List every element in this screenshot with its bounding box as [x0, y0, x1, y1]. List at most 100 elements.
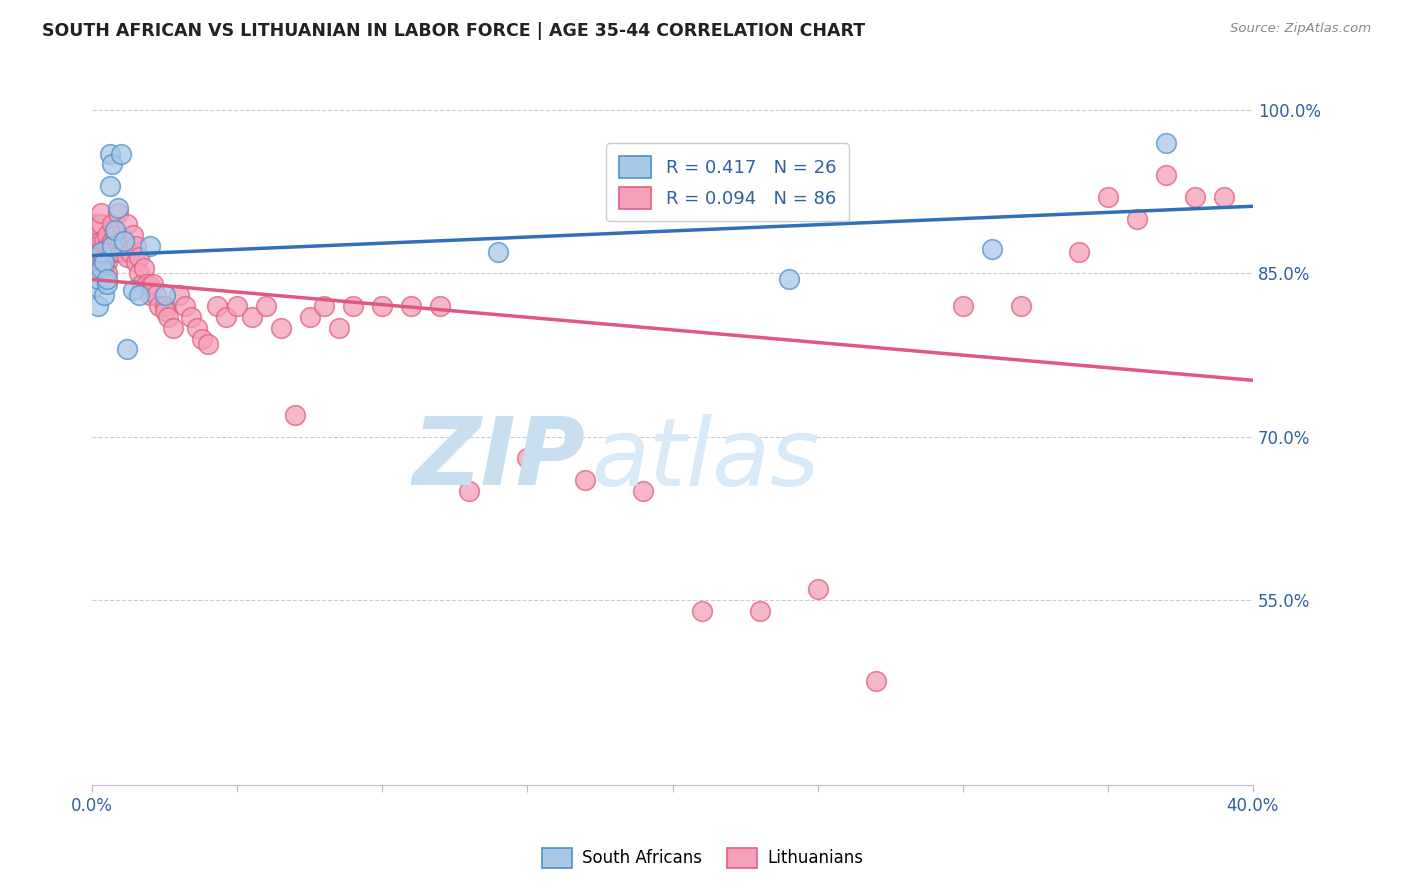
Point	[778, 272, 800, 286]
Point	[136, 277, 159, 292]
Point	[284, 408, 307, 422]
Point	[153, 304, 176, 318]
Point	[980, 243, 1002, 257]
Point	[128, 250, 150, 264]
Point	[128, 266, 150, 280]
Point	[93, 250, 115, 264]
Point	[90, 218, 112, 232]
Point	[139, 288, 162, 302]
Point	[115, 343, 138, 357]
Point	[153, 299, 176, 313]
Point	[128, 288, 150, 302]
Point	[107, 206, 129, 220]
Point	[748, 604, 770, 618]
Point	[84, 244, 107, 259]
Point	[807, 582, 830, 596]
Point	[87, 250, 110, 264]
Point	[270, 320, 292, 334]
Point	[254, 299, 277, 313]
Point	[153, 288, 176, 302]
Point	[205, 299, 228, 313]
Point	[486, 244, 509, 259]
Point	[174, 299, 197, 313]
Point	[180, 310, 202, 324]
Point	[98, 179, 121, 194]
Point	[516, 451, 538, 466]
Point	[96, 272, 118, 286]
Point	[191, 332, 214, 346]
Point	[1212, 190, 1234, 204]
Point	[1010, 299, 1032, 313]
Point	[112, 239, 135, 253]
Point	[101, 239, 124, 253]
Point	[98, 244, 121, 259]
Point	[342, 299, 364, 313]
Point	[1097, 190, 1119, 204]
Point	[328, 320, 350, 334]
Point	[96, 255, 118, 269]
Legend: R = 0.417   N = 26, R = 0.094   N = 86: R = 0.417 N = 26, R = 0.094 N = 86	[606, 143, 849, 221]
Point	[214, 310, 236, 324]
Point	[633, 483, 655, 498]
Point	[952, 299, 974, 313]
Point	[115, 250, 138, 264]
Point	[87, 260, 110, 275]
Point	[90, 244, 112, 259]
Point	[1154, 136, 1177, 150]
Point	[96, 228, 118, 243]
Point	[118, 244, 141, 259]
Point	[226, 299, 249, 313]
Point	[121, 283, 143, 297]
Point	[96, 277, 118, 292]
Point	[90, 260, 112, 275]
Point	[98, 239, 121, 253]
Point	[167, 288, 190, 302]
Point	[401, 299, 423, 313]
Point	[96, 266, 118, 280]
Point	[1126, 211, 1149, 226]
Point	[98, 146, 121, 161]
Point	[96, 239, 118, 253]
Point	[87, 266, 110, 280]
Point	[148, 299, 170, 313]
Point	[87, 272, 110, 286]
Point	[84, 218, 107, 232]
Point	[93, 260, 115, 275]
Point	[101, 157, 124, 171]
Point	[429, 299, 451, 313]
Point	[574, 473, 596, 487]
Point	[186, 320, 208, 334]
Text: Source: ZipAtlas.com: Source: ZipAtlas.com	[1230, 22, 1371, 36]
Point	[131, 277, 153, 292]
Point	[125, 255, 148, 269]
Point	[87, 239, 110, 253]
Point	[90, 234, 112, 248]
Point	[197, 337, 219, 351]
Point	[142, 277, 165, 292]
Point	[93, 255, 115, 269]
Point	[139, 239, 162, 253]
Point	[865, 674, 887, 689]
Point	[115, 218, 138, 232]
Point	[110, 244, 132, 259]
Point	[84, 279, 107, 293]
Point	[110, 146, 132, 161]
Point	[458, 483, 481, 498]
Point	[93, 288, 115, 302]
Point	[121, 228, 143, 243]
Point	[690, 604, 713, 618]
Point	[371, 299, 394, 313]
Point	[90, 206, 112, 220]
Point	[110, 234, 132, 248]
Point	[1154, 169, 1177, 183]
Point	[125, 239, 148, 253]
Point	[104, 223, 127, 237]
Text: ZIP: ZIP	[412, 413, 585, 506]
Point	[104, 228, 127, 243]
Point	[90, 244, 112, 259]
Point	[87, 299, 110, 313]
Text: SOUTH AFRICAN VS LITHUANIAN IN LABOR FORCE | AGE 35-44 CORRELATION CHART: SOUTH AFRICAN VS LITHUANIAN IN LABOR FOR…	[42, 22, 865, 40]
Point	[298, 310, 321, 324]
Point	[93, 244, 115, 259]
Point	[162, 320, 184, 334]
